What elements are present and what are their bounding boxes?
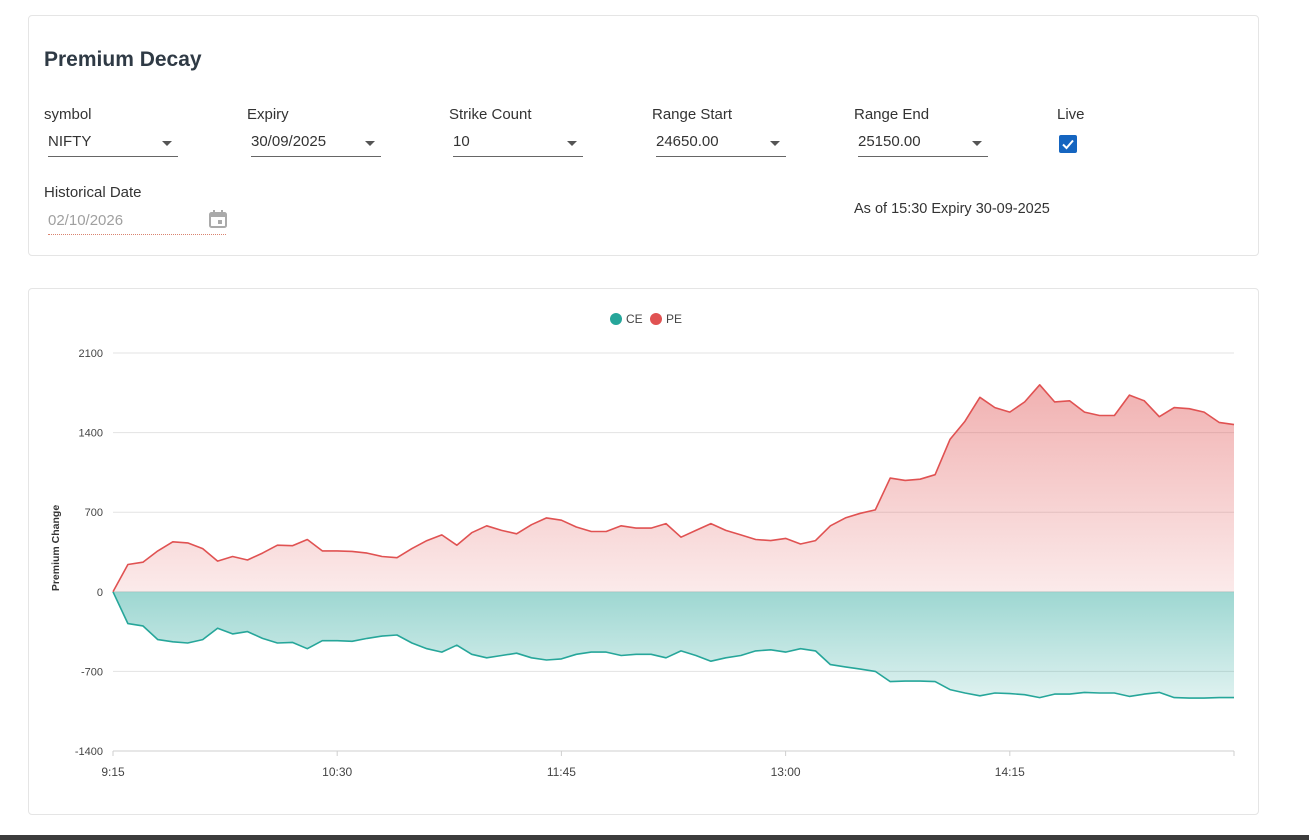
historical-date-label: Historical Date [44,184,142,201]
legend-label-pe: PE [666,312,682,326]
symbol-label: symbol [44,106,92,123]
range-end-label: Range End [854,106,930,123]
expiry-value: 30/09/2025 [251,133,327,150]
expiry-label: Expiry [247,106,289,123]
y-tick-label: -700 [81,666,103,678]
y-tick-label: -1400 [75,746,103,758]
strike-count-value: 10 [453,133,470,150]
chevron-down-icon [365,141,375,146]
range-start-select[interactable]: 24650.00 [656,132,786,157]
bottom-bar [0,835,1309,840]
historical-date-value: 02/10/2026 [48,212,124,229]
calendar-icon[interactable] [208,209,228,234]
page-title: Premium Decay [44,48,202,71]
strike-count-label: Strike Count [449,106,532,123]
y-tick-label: 1400 [79,428,103,440]
series-line-ce [112,591,1234,699]
legend-swatch-ce [610,313,622,325]
checkmark-icon [1062,139,1074,150]
y-tick-label: 2100 [79,348,103,360]
y-tick-label: 0 [97,587,103,599]
symbol-value: NIFTY [48,133,92,150]
as-of-text: As of 15:30 Expiry 30-09-2025 [854,201,1050,217]
area-pe [113,384,1234,592]
series-line-pe [112,384,1235,593]
legend-swatch-pe [650,313,662,325]
area-ce [113,591,1234,699]
range-end-select[interactable]: 25150.00 [858,132,988,157]
x-tick-label: 11:45 [547,765,576,779]
filters-panel: Premium Decay symbol NIFTY Expiry 30/09/… [28,15,1259,256]
chevron-down-icon [770,141,780,146]
legend-label-ce: CE [626,312,643,326]
historical-date-input[interactable]: 02/10/2026 [48,208,228,235]
premium-decay-chart: CE PE 2100 1400 700 0 -700 -1400 Premium Change 9… [50,312,1235,779]
range-start-value: 24650.00 [656,133,719,150]
y-axis-label: Premium Change [50,505,62,592]
x-tick-label: 9:15 [101,765,125,779]
chevron-down-icon [972,141,982,146]
strike-count-select[interactable]: 10 [453,132,583,157]
chart-panel: CE PE 2100 1400 700 0 -700 -1400 Premium Change 9… [28,288,1259,815]
expiry-select[interactable]: 30/09/2025 [251,132,381,157]
symbol-select[interactable]: NIFTY [48,132,178,157]
y-tick-label: 700 [85,507,103,519]
x-tick-label: 10:30 [322,765,352,779]
x-tick-label: 13:00 [771,765,801,779]
range-start-label: Range Start [652,106,733,123]
chevron-down-icon [162,141,172,146]
range-end-value: 25150.00 [858,133,921,150]
chart-legend: CE PE [610,312,682,326]
live-checkbox[interactable] [1059,135,1077,153]
x-tick-label: 14:15 [995,765,1025,779]
live-label: Live [1057,106,1085,123]
chevron-down-icon [567,141,577,146]
